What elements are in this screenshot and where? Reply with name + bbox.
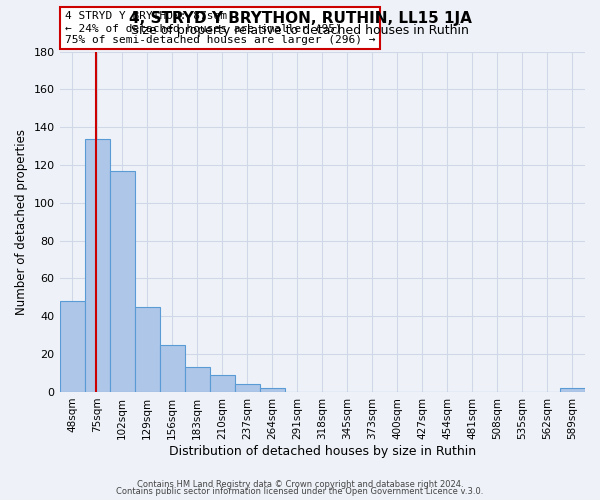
Bar <box>185 368 209 392</box>
Bar <box>59 301 85 392</box>
Text: Size of property relative to detached houses in Ruthin: Size of property relative to detached ho… <box>131 24 469 37</box>
Bar <box>260 388 285 392</box>
Bar <box>110 170 134 392</box>
Text: 4, STRYD Y BRYTHON, RUTHIN, LL15 1JA: 4, STRYD Y BRYTHON, RUTHIN, LL15 1JA <box>128 11 472 26</box>
Bar <box>560 388 585 392</box>
Bar <box>235 384 260 392</box>
Text: 4 STRYD Y BRYTHON: 87sqm
← 24% of detached houses are smaller (95)
75% of semi-d: 4 STRYD Y BRYTHON: 87sqm ← 24% of detach… <box>65 12 375 44</box>
Y-axis label: Number of detached properties: Number of detached properties <box>15 128 28 314</box>
Bar <box>160 344 185 392</box>
Bar <box>209 375 235 392</box>
Text: Contains public sector information licensed under the Open Government Licence v.: Contains public sector information licen… <box>116 487 484 496</box>
Text: Contains HM Land Registry data © Crown copyright and database right 2024.: Contains HM Land Registry data © Crown c… <box>137 480 463 489</box>
Bar <box>85 138 110 392</box>
Bar <box>134 307 160 392</box>
X-axis label: Distribution of detached houses by size in Ruthin: Distribution of detached houses by size … <box>169 444 476 458</box>
